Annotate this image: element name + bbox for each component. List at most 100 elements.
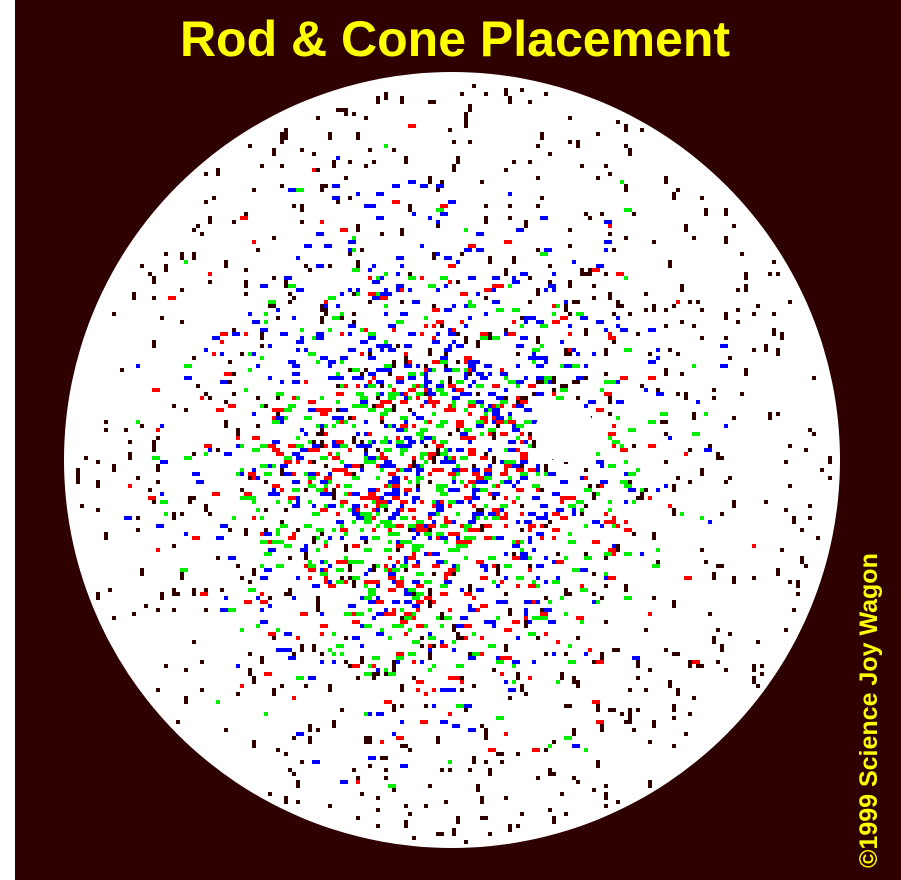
- receptor: [428, 784, 432, 788]
- receptor: [380, 468, 384, 472]
- receptor: [292, 532, 296, 536]
- receptor: [308, 476, 316, 480]
- receptor: [448, 128, 452, 132]
- receptor: [364, 736, 368, 744]
- receptor: [472, 496, 480, 500]
- receptor: [808, 428, 812, 432]
- receptor: [472, 492, 476, 496]
- receptor: [604, 784, 608, 788]
- receptor: [512, 160, 516, 164]
- receptor: [140, 568, 144, 576]
- receptor: [324, 484, 328, 488]
- receptor: [392, 484, 400, 488]
- receptor: [276, 648, 284, 652]
- receptor: [448, 488, 456, 492]
- receptor: [332, 196, 340, 200]
- receptor: [404, 364, 412, 368]
- receptor: [280, 684, 284, 688]
- receptor: [348, 560, 356, 564]
- receptor: [512, 308, 520, 312]
- receptor: [240, 684, 244, 688]
- receptor: [536, 320, 544, 324]
- receptor: [364, 624, 372, 628]
- receptor: [192, 640, 196, 644]
- receptor: [412, 580, 420, 584]
- receptor: [684, 224, 688, 232]
- receptor: [608, 432, 616, 436]
- receptor: [328, 452, 332, 456]
- receptor: [624, 236, 628, 240]
- receptor: [628, 480, 632, 484]
- receptor: [512, 280, 520, 284]
- receptor: [728, 476, 732, 480]
- receptor: [416, 584, 424, 588]
- receptor: [560, 596, 564, 600]
- receptor: [464, 392, 472, 396]
- receptor: [436, 188, 440, 192]
- receptor: [516, 396, 520, 400]
- receptor: [428, 392, 436, 396]
- receptor: [416, 532, 420, 536]
- receptor: [436, 488, 440, 492]
- receptor: [428, 180, 432, 184]
- receptor: [580, 268, 584, 276]
- receptor: [484, 732, 488, 740]
- receptor: [732, 416, 736, 420]
- receptor: [528, 528, 532, 532]
- receptor: [328, 536, 332, 540]
- receptor: [328, 684, 332, 692]
- receptor: [604, 328, 608, 332]
- receptor: [356, 816, 360, 820]
- receptor: [376, 292, 380, 296]
- receptor: [756, 304, 760, 308]
- receptor: [360, 400, 368, 404]
- receptor: [572, 728, 576, 736]
- receptor: [156, 608, 160, 612]
- receptor: [508, 216, 512, 220]
- receptor: [292, 372, 300, 376]
- receptor: [580, 588, 588, 592]
- receptor: [412, 552, 416, 556]
- receptor: [208, 280, 212, 284]
- receptor: [588, 268, 592, 276]
- receptor: [324, 576, 328, 580]
- receptor: [340, 356, 348, 360]
- receptor: [480, 724, 484, 728]
- receptor: [308, 484, 316, 488]
- receptor: [288, 292, 292, 296]
- receptor: [576, 636, 580, 640]
- receptor: [396, 652, 404, 656]
- receptor: [388, 588, 396, 592]
- receptor: [316, 536, 320, 540]
- receptor: [240, 444, 244, 448]
- receptor: [568, 332, 572, 336]
- receptor: [752, 576, 756, 580]
- receptor: [388, 384, 392, 388]
- receptor: [616, 800, 620, 804]
- receptor: [408, 376, 416, 380]
- receptor: [344, 660, 348, 664]
- receptor: [332, 528, 336, 532]
- receptor: [504, 480, 512, 484]
- receptor: [812, 432, 816, 436]
- receptor: [372, 160, 376, 164]
- receptor: [364, 504, 368, 508]
- receptor: [568, 496, 576, 500]
- receptor: [516, 576, 524, 580]
- receptor: [296, 780, 300, 788]
- receptor: [472, 504, 476, 508]
- receptor: [368, 332, 376, 336]
- receptor: [368, 268, 372, 272]
- receptor: [508, 416, 512, 420]
- receptor: [496, 600, 504, 604]
- receptor: [296, 676, 304, 680]
- receptor: [464, 372, 468, 376]
- receptor: [428, 400, 436, 404]
- receptor: [540, 380, 544, 384]
- receptor: [436, 560, 444, 564]
- receptor: [304, 524, 312, 528]
- receptor: [376, 368, 384, 372]
- receptor: [356, 132, 360, 140]
- receptor: [288, 536, 296, 540]
- receptor: [264, 472, 272, 476]
